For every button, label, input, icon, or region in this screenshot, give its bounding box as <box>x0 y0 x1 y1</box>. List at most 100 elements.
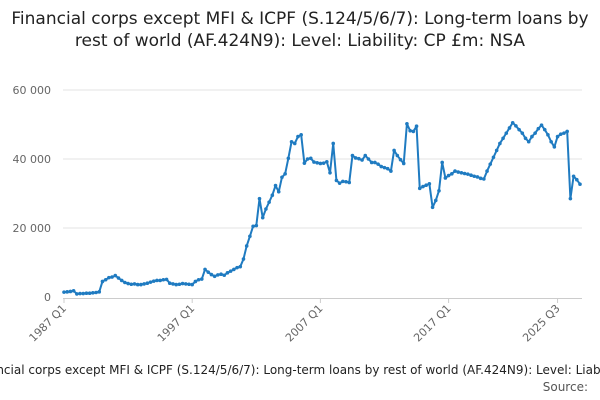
data-point <box>302 161 307 165</box>
data-point <box>523 136 528 141</box>
data-point <box>507 126 512 130</box>
data-point <box>558 132 563 136</box>
data-point <box>312 160 316 164</box>
data-point <box>462 171 467 176</box>
data-point <box>466 172 470 176</box>
y-axis: 0 20 000 40 000 60 000 <box>13 84 52 304</box>
data-point <box>100 279 105 284</box>
data-point <box>305 157 310 161</box>
data-point <box>482 177 486 181</box>
data-point <box>392 148 396 153</box>
data-point <box>369 160 374 165</box>
data-point <box>260 215 265 220</box>
series-line <box>63 121 581 295</box>
data-point <box>526 139 531 144</box>
y-tick-label: 20 000 <box>13 222 52 235</box>
data-point <box>414 124 419 129</box>
data-point <box>84 291 89 296</box>
data-point <box>123 280 127 285</box>
x-tick-label: 2025 Q3 <box>520 302 563 345</box>
data-point <box>257 196 262 201</box>
data-point <box>97 290 102 294</box>
x-tick-label: 2007 Q1 <box>283 302 326 345</box>
footer-caption-text: Financial corps except MFI & ICPF (S.124… <box>0 363 600 377</box>
data-point <box>433 198 438 203</box>
data-point <box>456 170 461 174</box>
data-point <box>248 234 252 239</box>
data-point <box>533 131 537 135</box>
data-point <box>110 275 114 279</box>
data-point <box>164 277 169 282</box>
data-point <box>488 162 493 166</box>
data-point <box>209 272 214 277</box>
data-point <box>555 134 560 139</box>
data-point <box>116 276 121 280</box>
data-points <box>62 120 582 296</box>
data-point <box>421 184 425 189</box>
data-point <box>376 162 380 166</box>
data-point <box>139 282 143 287</box>
data-point <box>219 272 223 277</box>
data-point <box>542 127 547 132</box>
data-point <box>321 161 326 165</box>
data-point <box>318 161 323 166</box>
data-point <box>337 181 342 185</box>
data-point <box>353 156 358 160</box>
data-point <box>565 129 569 134</box>
data-point <box>395 153 400 158</box>
data-point <box>328 171 332 175</box>
data-point <box>341 179 345 184</box>
data-point <box>430 205 435 210</box>
data-point <box>145 281 150 286</box>
data-point <box>571 174 576 179</box>
data-point <box>203 267 207 272</box>
data-point <box>286 156 291 161</box>
x-tick-label: 2017 Q1 <box>411 302 454 345</box>
data-point <box>408 128 412 133</box>
data-point <box>357 156 361 161</box>
data-point <box>315 161 319 165</box>
data-point <box>450 172 454 176</box>
data-point <box>148 280 153 284</box>
data-point <box>206 270 211 274</box>
data-point <box>241 257 246 261</box>
data-point <box>443 176 448 180</box>
data-point <box>453 169 457 173</box>
data-point <box>401 161 406 166</box>
data-point <box>417 186 422 191</box>
data-point <box>244 244 249 248</box>
data-point <box>501 136 505 141</box>
data-point <box>459 171 464 175</box>
gridlines <box>63 89 582 229</box>
data-point <box>366 157 371 161</box>
data-point <box>514 124 518 128</box>
data-point <box>350 153 355 158</box>
data-point <box>267 200 271 204</box>
data-point <box>190 282 194 287</box>
data-point <box>196 277 201 282</box>
data-point <box>183 282 188 286</box>
x-axis: 1987 Q1 1997 Q1 2007 Q1 2017 Q1 2025 Q3 <box>27 298 563 344</box>
data-point <box>485 169 489 173</box>
data-point <box>578 182 582 186</box>
data-point <box>155 278 159 283</box>
data-point <box>107 275 111 280</box>
data-point <box>347 180 352 185</box>
data-point <box>212 274 217 279</box>
data-point <box>264 207 268 211</box>
data-point <box>504 131 509 135</box>
data-point <box>254 223 259 228</box>
data-point <box>325 159 329 164</box>
data-point <box>510 120 515 125</box>
data-point <box>427 182 432 186</box>
data-point <box>562 131 566 135</box>
data-point <box>62 290 66 294</box>
data-point <box>363 153 368 158</box>
data-point <box>91 291 95 295</box>
data-point <box>308 156 313 161</box>
data-point <box>478 176 483 181</box>
data-point <box>167 281 172 286</box>
data-point <box>225 271 230 275</box>
data-point <box>472 174 477 179</box>
